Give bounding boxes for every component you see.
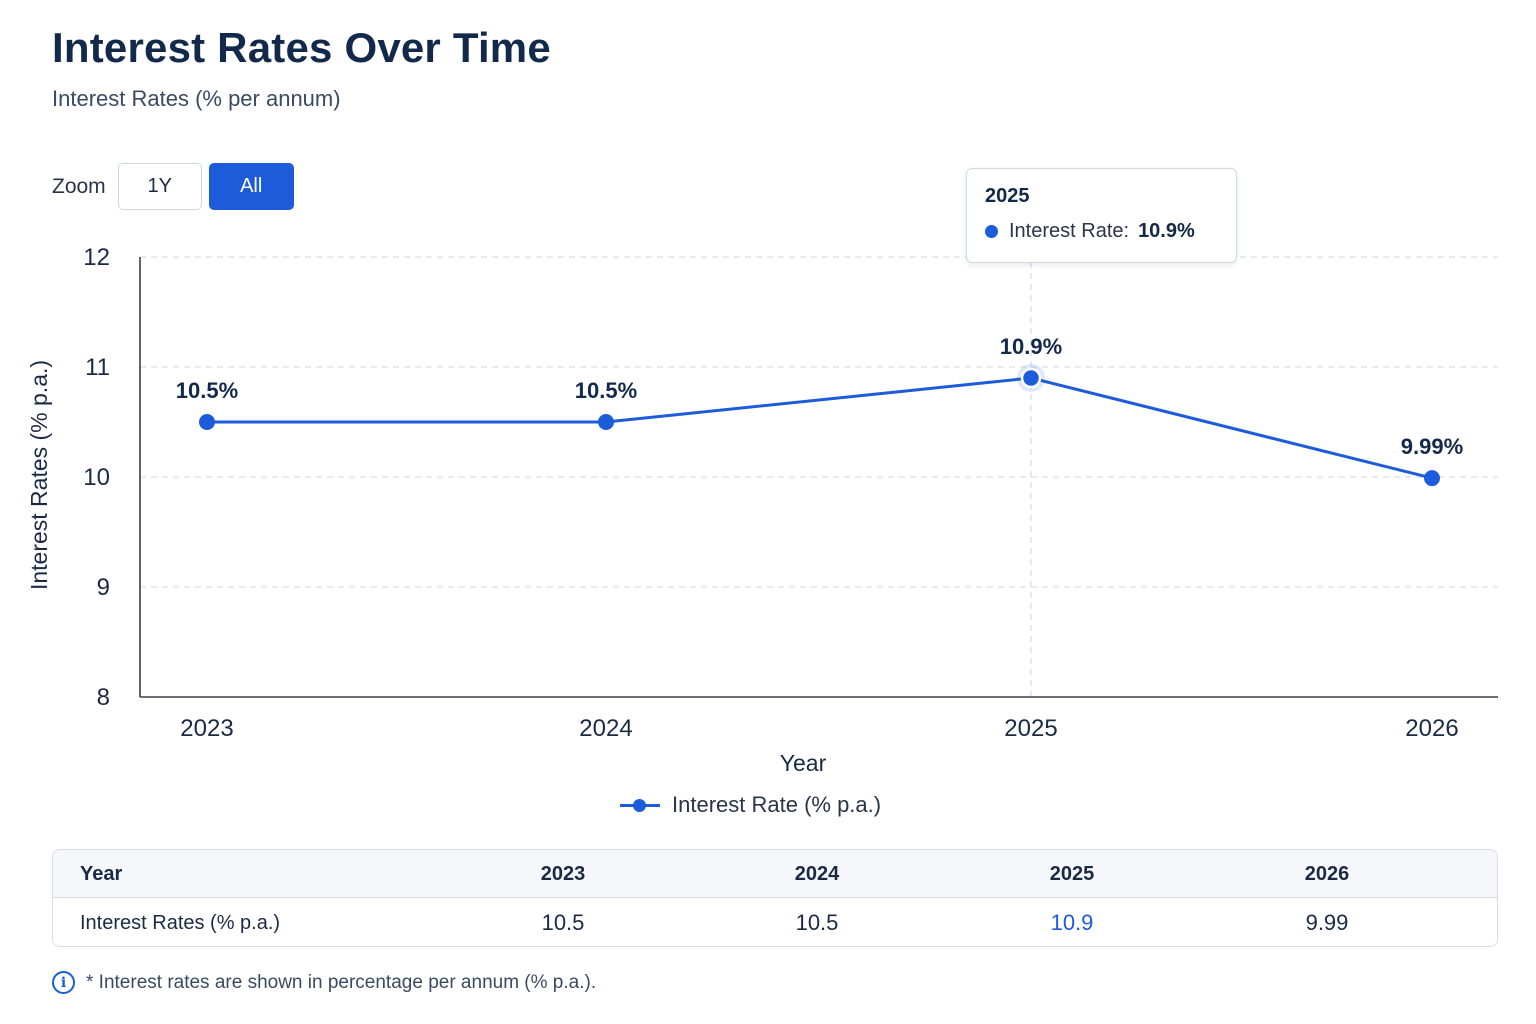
table-cell: 9.99 bbox=[1305, 910, 1349, 935]
page-subtitle: Interest Rates (% per annum) bbox=[52, 86, 341, 111]
table-header-row: Year 2023 2024 2025 2026 bbox=[53, 850, 1497, 898]
zoom-all-button[interactable]: All bbox=[208, 163, 294, 210]
legend-label: Interest Rate (% p.a.) bbox=[672, 792, 882, 817]
data-point-highlighted bbox=[1020, 367, 1042, 389]
y-tick-label: 8 bbox=[97, 684, 110, 711]
x-tick-label: 2024 bbox=[579, 715, 632, 742]
info-icon: i bbox=[52, 971, 75, 994]
table-header-cell: 2024 bbox=[794, 863, 840, 885]
tooltip-value: 10.9% bbox=[1138, 220, 1195, 242]
table-header-cell: 2026 bbox=[1304, 863, 1350, 885]
y-tick-label: 12 bbox=[83, 244, 110, 271]
x-tick-label: 2025 bbox=[1004, 715, 1057, 742]
page-title: Interest Rates Over Time bbox=[52, 24, 551, 71]
data-labels: 10.5% 10.5% 10.9% 9.99% bbox=[176, 334, 1463, 459]
table-row: Interest Rates (% p.a.) 10.5 10.5 10.9 9… bbox=[53, 899, 1497, 946]
footnote: i * Interest rates are shown in percenta… bbox=[52, 971, 596, 994]
tooltip-label: Interest Rate: bbox=[1009, 220, 1130, 242]
series-layer bbox=[199, 364, 1440, 487]
x-tick-label: 2026 bbox=[1405, 715, 1458, 742]
data-label: 10.5% bbox=[176, 378, 238, 403]
x-axis-title: Year bbox=[780, 750, 827, 776]
y-axis-title: Interest Rates (% p.a.) bbox=[26, 360, 52, 590]
table-header-cell: Year bbox=[80, 863, 123, 885]
data-label: 10.9% bbox=[1000, 334, 1062, 359]
table-cell: 10.5 bbox=[795, 910, 839, 935]
data-table: Year 2023 2024 2025 2026 Interest Rates … bbox=[52, 849, 1498, 947]
zoom-control: Zoom 1Y All bbox=[52, 163, 294, 210]
table-cell-highlighted: 10.9 bbox=[1050, 910, 1094, 935]
chart-tooltip: 2025 Interest Rate: 10.9% bbox=[966, 168, 1237, 263]
x-tick-label: 2023 bbox=[180, 715, 233, 742]
y-tick-label: 9 bbox=[97, 574, 110, 601]
y-tick-label: 11 bbox=[85, 354, 110, 381]
line-chart: 8 9 10 11 12 2023 2024 2025 2026 Year Interest Rat… bbox=[26, 244, 1498, 776]
tooltip-row: Interest Rate: 10.9% bbox=[985, 220, 1218, 243]
axes: 8 9 10 11 12 2023 2024 2025 2026 Year Interest Rat… bbox=[26, 244, 1498, 776]
zoom-1y-button[interactable]: 1Y bbox=[117, 163, 202, 210]
grid-lines bbox=[140, 256, 1498, 697]
data-point bbox=[199, 414, 215, 430]
table-cell: 10.5 bbox=[541, 910, 585, 935]
tooltip-year: 2025 bbox=[985, 185, 1030, 207]
table-header-cell: 2025 bbox=[1049, 863, 1095, 885]
legend-line-marker-icon bbox=[620, 795, 660, 815]
y-tick-label: 10 bbox=[83, 464, 110, 491]
data-label: 9.99% bbox=[1401, 434, 1463, 459]
zoom-label: Zoom bbox=[52, 174, 106, 198]
series-line bbox=[205, 376, 1434, 480]
data-point bbox=[598, 414, 614, 430]
footnote-text: * Interest rates are shown in percentage… bbox=[86, 971, 597, 993]
table-row-label: Interest Rates (% p.a.) bbox=[80, 912, 281, 934]
data-point bbox=[1424, 470, 1440, 487]
table-header-cell: 2023 bbox=[540, 863, 586, 885]
tooltip-series-dot bbox=[985, 225, 998, 238]
data-label: 10.5% bbox=[575, 378, 637, 403]
chart-legend[interactable]: Interest Rate (% p.a.) bbox=[620, 792, 881, 818]
